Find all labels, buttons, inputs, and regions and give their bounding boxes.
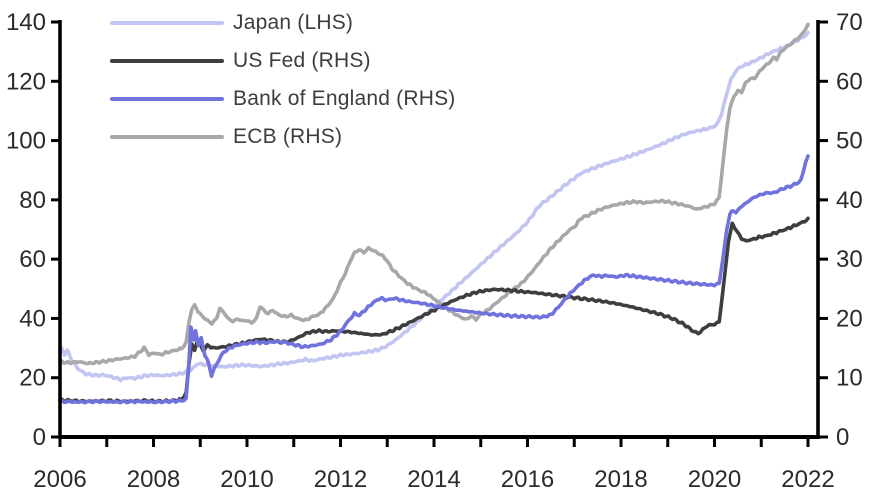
left-axis-tick-label: 100 [6, 128, 46, 155]
right-axis-tick-label: 0 [836, 424, 849, 451]
right-axis-tick-label: 40 [836, 187, 863, 214]
legend-swatch-us-fed [110, 58, 224, 64]
legend-swatch-japan [110, 20, 224, 26]
right-axis-tick-label: 10 [836, 365, 863, 392]
left-axis-tick-label: 0 [33, 424, 46, 451]
x-axis-tick-label: 2008 [127, 466, 180, 493]
series-line-ecb-rhs [58, 22, 810, 366]
right-axis-tick-label: 50 [836, 128, 863, 155]
legend-label-us-fed: US Fed (RHS) [233, 49, 371, 72]
left-axis-tick-label: 120 [6, 68, 46, 95]
x-axis-tick-label: 2010 [220, 466, 273, 493]
legend-label-ecb: ECB (RHS) [233, 125, 343, 148]
x-axis-tick-label: 2016 [501, 466, 554, 493]
x-axis-tick-label: 2012 [314, 466, 367, 493]
left-axis-tick-label: 20 [19, 365, 46, 392]
legend-swatch-ecb [110, 134, 224, 140]
legend-item-japan: Japan (LHS) [110, 4, 455, 42]
right-axis-tick-label: 20 [836, 305, 863, 332]
chart-legend: Japan (LHS) US Fed (RHS) Bank of England… [110, 4, 455, 156]
legend-label-japan: Japan (LHS) [233, 11, 354, 34]
x-axis-tick-label: 2022 [781, 466, 834, 493]
x-axis-tick-label: 2014 [407, 466, 460, 493]
series-line-bank-of-england-rhs [58, 154, 810, 405]
legend-swatch-bank-of-england [110, 96, 224, 102]
right-axis-tick-label: 70 [836, 9, 863, 36]
x-axis-tick-label: 2018 [594, 466, 647, 493]
legend-item-us-fed: US Fed (RHS) [110, 42, 455, 80]
x-axis-tick-label: 2020 [688, 466, 741, 493]
left-axis-tick-label: 40 [19, 305, 46, 332]
legend-label-bank-of-england: Bank of England (RHS) [233, 87, 456, 110]
right-axis-tick-label: 60 [836, 68, 863, 95]
legend-item-bank-of-england: Bank of England (RHS) [110, 80, 455, 118]
left-axis-tick-label: 60 [19, 246, 46, 273]
left-axis-tick-label: 80 [19, 187, 46, 214]
left-axis-tick-label: 140 [6, 9, 46, 36]
legend-item-ecb: ECB (RHS) [110, 118, 455, 156]
right-axis-tick-label: 30 [836, 246, 863, 273]
x-axis-tick-label: 2006 [33, 466, 86, 493]
